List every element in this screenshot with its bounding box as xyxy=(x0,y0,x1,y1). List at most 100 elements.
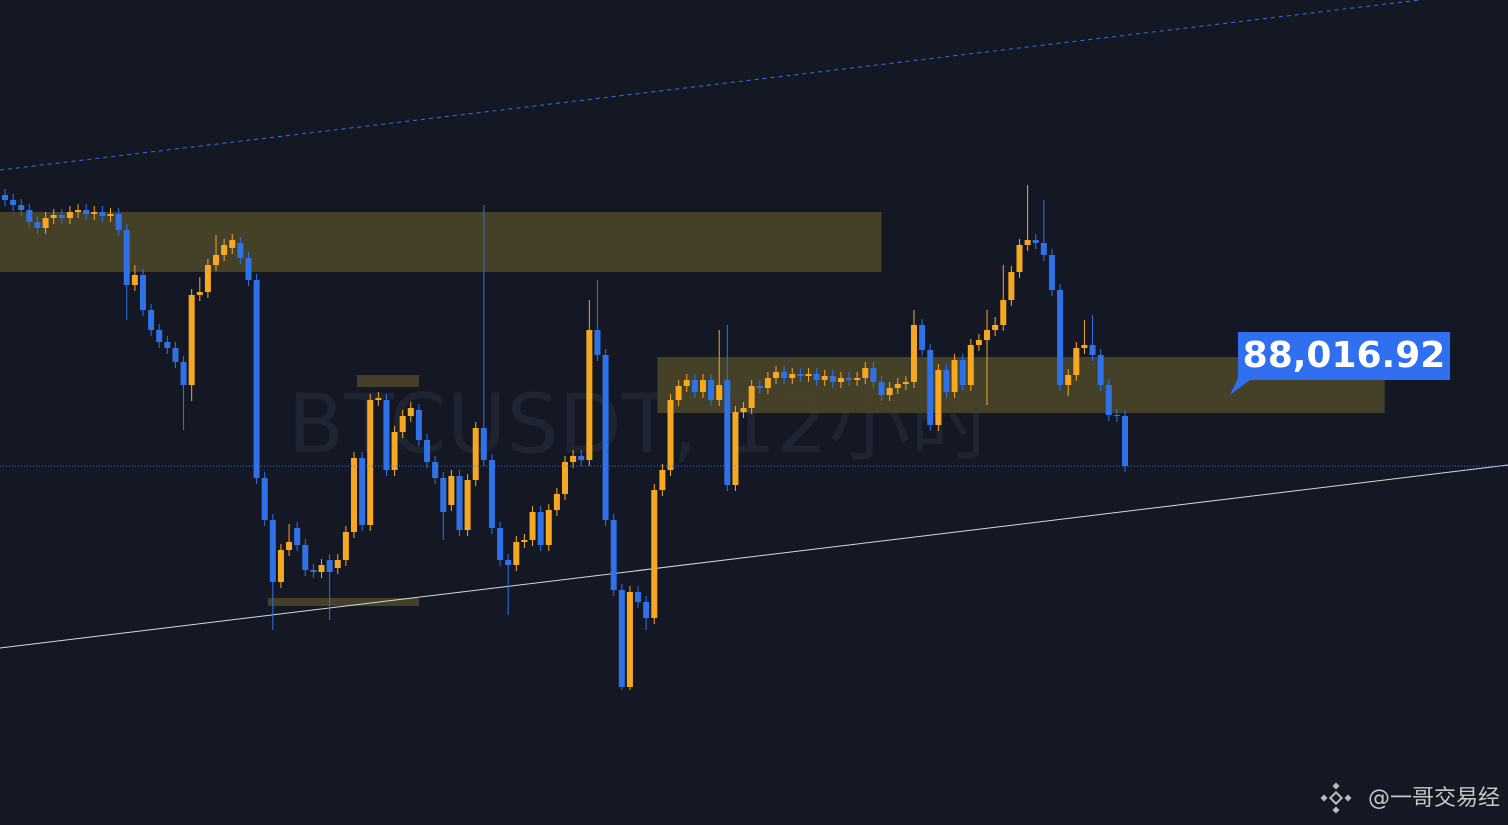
candle-body xyxy=(553,494,560,510)
candle-body xyxy=(156,330,163,342)
candle-body xyxy=(748,386,755,408)
candle-body xyxy=(359,458,366,525)
candle-body xyxy=(139,275,146,310)
candle-body xyxy=(310,570,317,572)
candle-body xyxy=(399,416,406,432)
candle-body xyxy=(618,590,625,687)
candle-body xyxy=(651,490,658,618)
candle-body xyxy=(732,412,739,485)
candle-body xyxy=(513,542,520,565)
candle-body xyxy=(545,510,552,545)
candle-body xyxy=(424,440,431,462)
candle-body xyxy=(902,382,909,384)
candle-body xyxy=(781,372,788,378)
candle-body xyxy=(773,372,780,378)
credit: @一哥交易经 xyxy=(1320,782,1500,814)
candle-body xyxy=(115,214,122,230)
candle-body xyxy=(2,195,8,200)
candle-body xyxy=(497,528,504,560)
candle-body xyxy=(529,512,536,540)
candle-body xyxy=(107,214,114,216)
candle-body xyxy=(975,340,982,345)
candle-body xyxy=(221,245,228,255)
candle-body xyxy=(667,400,674,470)
candle-body xyxy=(294,528,301,545)
candle-body xyxy=(675,386,682,400)
candle-body xyxy=(1024,240,1031,245)
candle-body xyxy=(318,565,325,572)
candle-body xyxy=(66,212,73,218)
candle-body xyxy=(870,368,877,382)
candle-body xyxy=(131,275,138,285)
candle-body xyxy=(10,200,17,205)
candle-body xyxy=(164,342,171,348)
candle-body xyxy=(269,520,276,582)
candle-body xyxy=(984,330,991,340)
candle-body xyxy=(91,212,98,214)
candle-body xyxy=(1122,416,1128,467)
candle-body xyxy=(172,348,179,362)
candle-body xyxy=(1000,300,1007,325)
candle-body xyxy=(342,532,349,560)
candle-body xyxy=(440,478,447,512)
candle-body xyxy=(472,428,479,480)
candle-body xyxy=(367,400,374,525)
candle-body xyxy=(821,376,828,380)
candle-body xyxy=(42,218,49,228)
candle-body xyxy=(837,378,844,382)
credit-text: @一哥交易经 xyxy=(1368,786,1500,811)
candle-body xyxy=(813,374,820,380)
candle-body xyxy=(18,205,25,210)
candle-body xyxy=(1089,345,1096,355)
candle-body xyxy=(959,360,966,385)
candle-body xyxy=(350,458,357,532)
candle-body xyxy=(1057,290,1064,385)
candle-body xyxy=(797,374,804,376)
candle-body xyxy=(927,350,934,425)
candle-body xyxy=(724,380,731,485)
candle-body xyxy=(123,230,130,285)
candle-body xyxy=(1016,245,1023,272)
candle-body xyxy=(480,428,487,460)
candle-body xyxy=(764,378,771,388)
candle-body xyxy=(943,370,950,392)
candle-body xyxy=(1065,375,1072,385)
candle-body xyxy=(237,243,244,258)
candle-body xyxy=(594,330,601,355)
candle-body xyxy=(691,380,698,392)
candle-body xyxy=(505,560,512,565)
trend-line-upper xyxy=(0,0,1421,171)
candle-body xyxy=(992,325,999,330)
candle-body xyxy=(148,310,155,330)
candle-body xyxy=(935,370,942,425)
candle-body xyxy=(213,255,220,265)
candle-body xyxy=(229,240,236,248)
candle-body xyxy=(886,388,893,395)
candle-body xyxy=(75,210,82,212)
candle-body xyxy=(1040,243,1047,255)
zone xyxy=(0,212,882,272)
candle-body xyxy=(1048,255,1055,290)
trend-line-lower xyxy=(0,464,1508,649)
candle-body xyxy=(1073,348,1080,375)
candle-body xyxy=(919,325,926,350)
candle-body xyxy=(391,432,398,470)
candle-body xyxy=(602,355,609,520)
candle-body xyxy=(894,384,901,388)
candle-body xyxy=(464,480,471,530)
candle-body xyxy=(586,330,593,460)
candle-body xyxy=(488,460,495,528)
candle-body xyxy=(286,542,293,550)
candle-body xyxy=(846,378,853,380)
price-label-box xyxy=(1230,332,1450,395)
candle-body xyxy=(659,470,666,490)
candle-body xyxy=(626,592,633,687)
candle-body xyxy=(610,520,617,590)
candle-body xyxy=(1097,355,1104,385)
candle-body xyxy=(277,550,284,582)
candle-body xyxy=(756,386,763,388)
candle-body xyxy=(862,368,869,378)
zone xyxy=(357,375,419,387)
candle-body xyxy=(261,478,268,520)
